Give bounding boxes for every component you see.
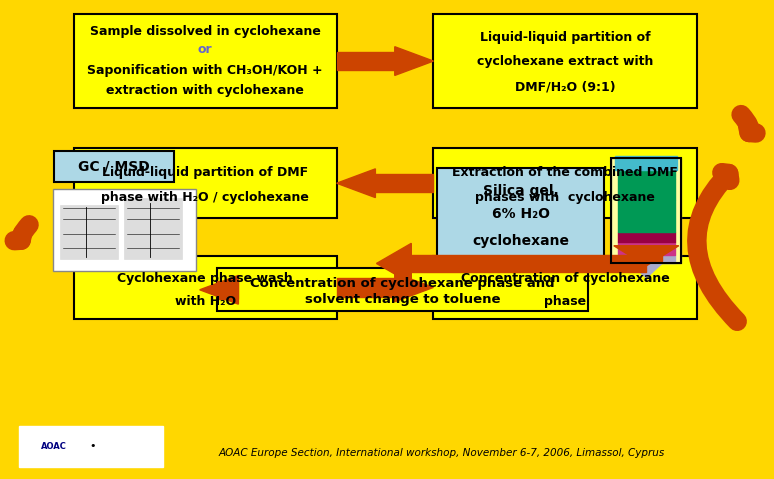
Bar [60, 205, 118, 259]
Text: cyclohexane: cyclohexane [472, 233, 569, 248]
FancyBboxPatch shape [54, 151, 174, 182]
Polygon shape [614, 246, 679, 266]
Bar [19, 426, 163, 467]
Text: Cyclohexane phase wash: Cyclohexane phase wash [117, 272, 293, 285]
Bar [631, 247, 662, 261]
Bar [618, 255, 675, 263]
FancyBboxPatch shape [74, 256, 337, 319]
Text: with H₂O: with H₂O [175, 295, 235, 308]
Polygon shape [395, 47, 433, 76]
Polygon shape [200, 275, 238, 304]
Text: Extraction of the combined DMF: Extraction of the combined DMF [452, 166, 678, 179]
Text: phases with  cyclohexane: phases with cyclohexane [475, 191, 655, 204]
Bar [618, 200, 675, 232]
Text: Sample dissolved in cyclohexane: Sample dissolved in cyclohexane [90, 25, 320, 38]
Text: •: • [90, 442, 96, 451]
Text: DMF/H₂O (9:1): DMF/H₂O (9:1) [515, 81, 615, 94]
Bar [615, 156, 677, 170]
Bar [618, 179, 675, 200]
Text: cyclohexane extract with: cyclohexane extract with [477, 55, 653, 68]
Bar [618, 232, 675, 242]
Bar [217, 281, 238, 299]
FancyBboxPatch shape [433, 14, 697, 108]
Bar [375, 174, 433, 192]
FancyBboxPatch shape [437, 168, 604, 261]
Text: Liquid-liquid partition of: Liquid-liquid partition of [480, 31, 650, 44]
Polygon shape [337, 169, 375, 197]
Text: GC / MSD: GC / MSD [78, 160, 150, 173]
Bar [411, 255, 646, 272]
FancyBboxPatch shape [217, 268, 588, 311]
Text: Saponification with CH₃OH/KOH +: Saponification with CH₃OH/KOH + [87, 64, 323, 77]
Text: 6% H₂O: 6% H₂O [491, 207, 550, 221]
Text: phase with H₂O / cyclohexane: phase with H₂O / cyclohexane [101, 191, 309, 204]
Text: phase: phase [544, 295, 586, 308]
Bar [337, 278, 395, 297]
FancyBboxPatch shape [433, 256, 697, 319]
Bar [337, 52, 395, 70]
Polygon shape [376, 243, 411, 284]
Polygon shape [395, 273, 433, 302]
FancyBboxPatch shape [433, 148, 697, 218]
Text: Liquid-liquid partition of DMF: Liquid-liquid partition of DMF [102, 166, 308, 179]
Text: extraction with cyclohexane: extraction with cyclohexane [106, 84, 304, 97]
FancyBboxPatch shape [74, 14, 337, 108]
Bar [124, 197, 182, 259]
FancyBboxPatch shape [74, 148, 337, 218]
Text: AOAC: AOAC [41, 442, 67, 451]
Text: Silica gel,: Silica gel, [483, 184, 558, 198]
Text: Concentration of cyclohexane: Concentration of cyclohexane [461, 272, 670, 285]
FancyBboxPatch shape [611, 158, 681, 263]
Bar [618, 158, 675, 179]
FancyBboxPatch shape [53, 189, 196, 271]
Text: Concentration of cyclohexane phase and: Concentration of cyclohexane phase and [250, 277, 555, 290]
Text: or: or [198, 44, 212, 57]
Text: AOAC Europe Section, International workshop, November 6-7, 2006, Limassol, Cypru: AOAC Europe Section, International works… [218, 448, 664, 457]
Polygon shape [625, 259, 667, 278]
Text: solvent change to toluene: solvent change to toluene [305, 293, 500, 306]
Bar [618, 242, 675, 255]
